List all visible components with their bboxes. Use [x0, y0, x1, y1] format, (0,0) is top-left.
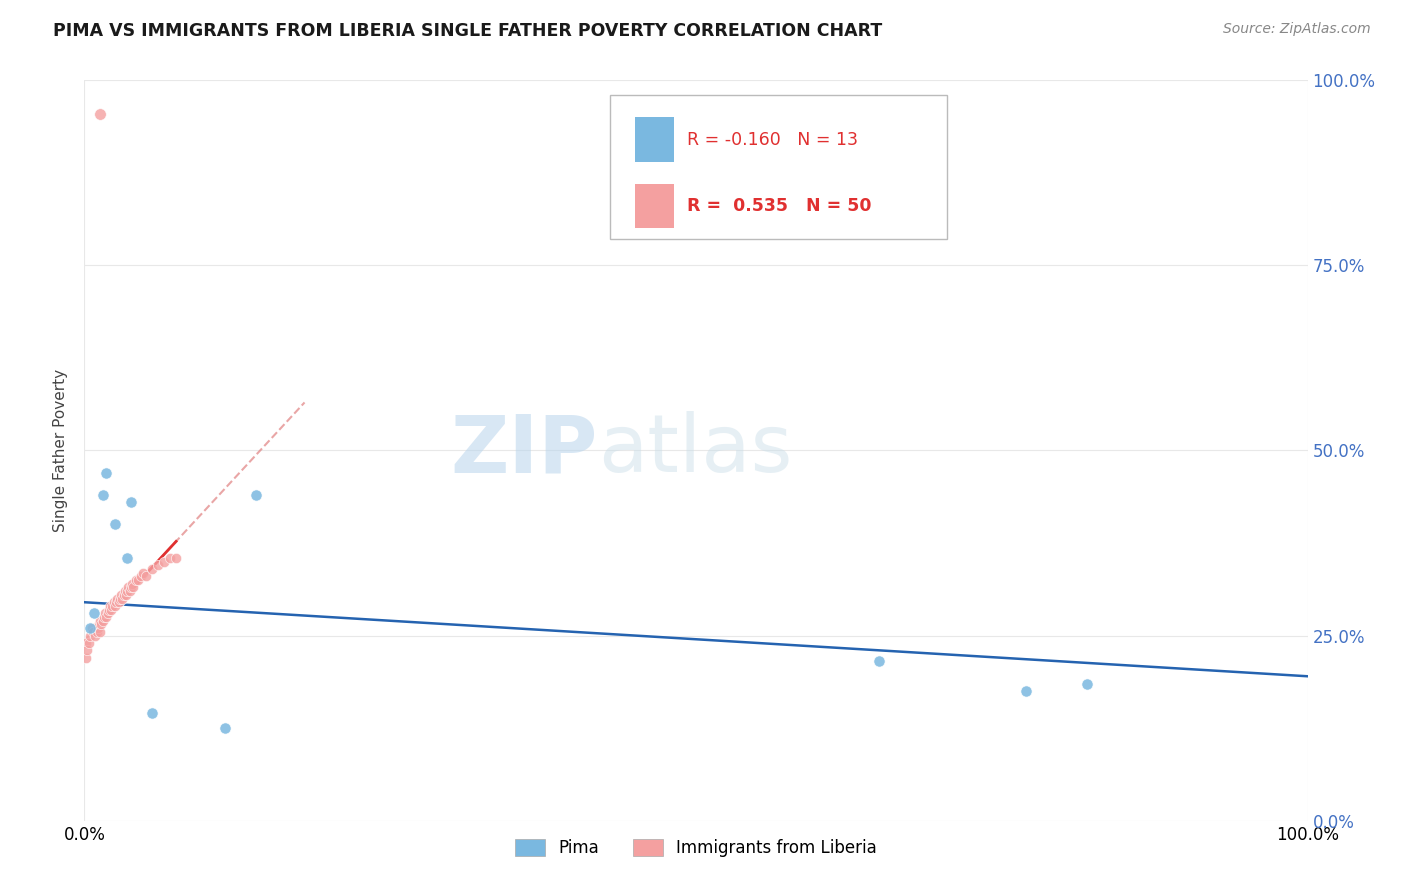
- Point: [117, 581, 139, 595]
- Point: [135, 569, 157, 583]
- Point: [97, 607, 120, 621]
- Point: [83, 607, 105, 621]
- Point: [118, 584, 141, 599]
- FancyBboxPatch shape: [636, 118, 673, 161]
- Point: [869, 655, 891, 669]
- Point: [77, 636, 100, 650]
- Point: [79, 621, 101, 635]
- Point: [115, 584, 138, 599]
- Point: [96, 466, 118, 480]
- Point: [127, 573, 149, 587]
- Text: PIMA VS IMMIGRANTS FROM LIBERIA SINGLE FATHER POVERTY CORRELATION CHART: PIMA VS IMMIGRANTS FROM LIBERIA SINGLE F…: [53, 22, 883, 40]
- Point: [98, 599, 121, 613]
- Point: [75, 650, 97, 665]
- Point: [90, 617, 112, 632]
- Point: [132, 566, 155, 580]
- Point: [104, 599, 127, 613]
- Point: [245, 488, 267, 502]
- Point: [89, 624, 111, 639]
- Point: [107, 595, 129, 609]
- Y-axis label: Single Father Poverty: Single Father Poverty: [53, 369, 69, 532]
- Point: [112, 588, 135, 602]
- Point: [105, 595, 128, 609]
- Point: [120, 581, 142, 595]
- Point: [115, 550, 138, 565]
- Point: [104, 517, 127, 532]
- FancyBboxPatch shape: [636, 184, 673, 228]
- Text: R =  0.535   N = 50: R = 0.535 N = 50: [688, 197, 872, 215]
- Point: [1076, 676, 1098, 690]
- Point: [122, 581, 145, 595]
- Point: [84, 628, 107, 642]
- Point: [76, 643, 98, 657]
- Text: Source: ZipAtlas.com: Source: ZipAtlas.com: [1223, 22, 1371, 37]
- Text: R = -0.160   N = 13: R = -0.160 N = 13: [688, 130, 859, 148]
- Point: [89, 106, 111, 120]
- Point: [129, 569, 152, 583]
- Point: [93, 610, 115, 624]
- Legend: Pima, Immigrants from Liberia: Pima, Immigrants from Liberia: [509, 832, 883, 864]
- Point: [79, 628, 101, 642]
- Point: [91, 614, 114, 628]
- Point: [111, 591, 134, 606]
- Point: [165, 550, 187, 565]
- Point: [80, 621, 103, 635]
- Point: [105, 591, 128, 606]
- Point: [94, 607, 117, 621]
- FancyBboxPatch shape: [610, 95, 946, 239]
- Point: [1015, 684, 1038, 698]
- Point: [114, 584, 136, 599]
- Point: [75, 636, 97, 650]
- Text: ZIP: ZIP: [451, 411, 598, 490]
- Point: [120, 495, 142, 509]
- Point: [110, 588, 132, 602]
- Point: [125, 573, 148, 587]
- Point: [108, 591, 131, 606]
- Point: [121, 576, 143, 591]
- Point: [87, 621, 110, 635]
- Text: atlas: atlas: [598, 411, 793, 490]
- Point: [91, 488, 114, 502]
- Point: [87, 617, 110, 632]
- Point: [141, 706, 163, 721]
- Point: [103, 595, 125, 609]
- Point: [89, 614, 111, 628]
- Point: [96, 610, 118, 624]
- Point: [101, 599, 124, 613]
- Point: [153, 555, 176, 569]
- Point: [86, 624, 108, 639]
- Point: [159, 550, 181, 565]
- Point: [214, 721, 236, 735]
- Point: [97, 602, 120, 616]
- Point: [82, 624, 104, 639]
- Point: [146, 558, 169, 573]
- Point: [115, 588, 138, 602]
- Point: [100, 602, 122, 616]
- Point: [141, 562, 163, 576]
